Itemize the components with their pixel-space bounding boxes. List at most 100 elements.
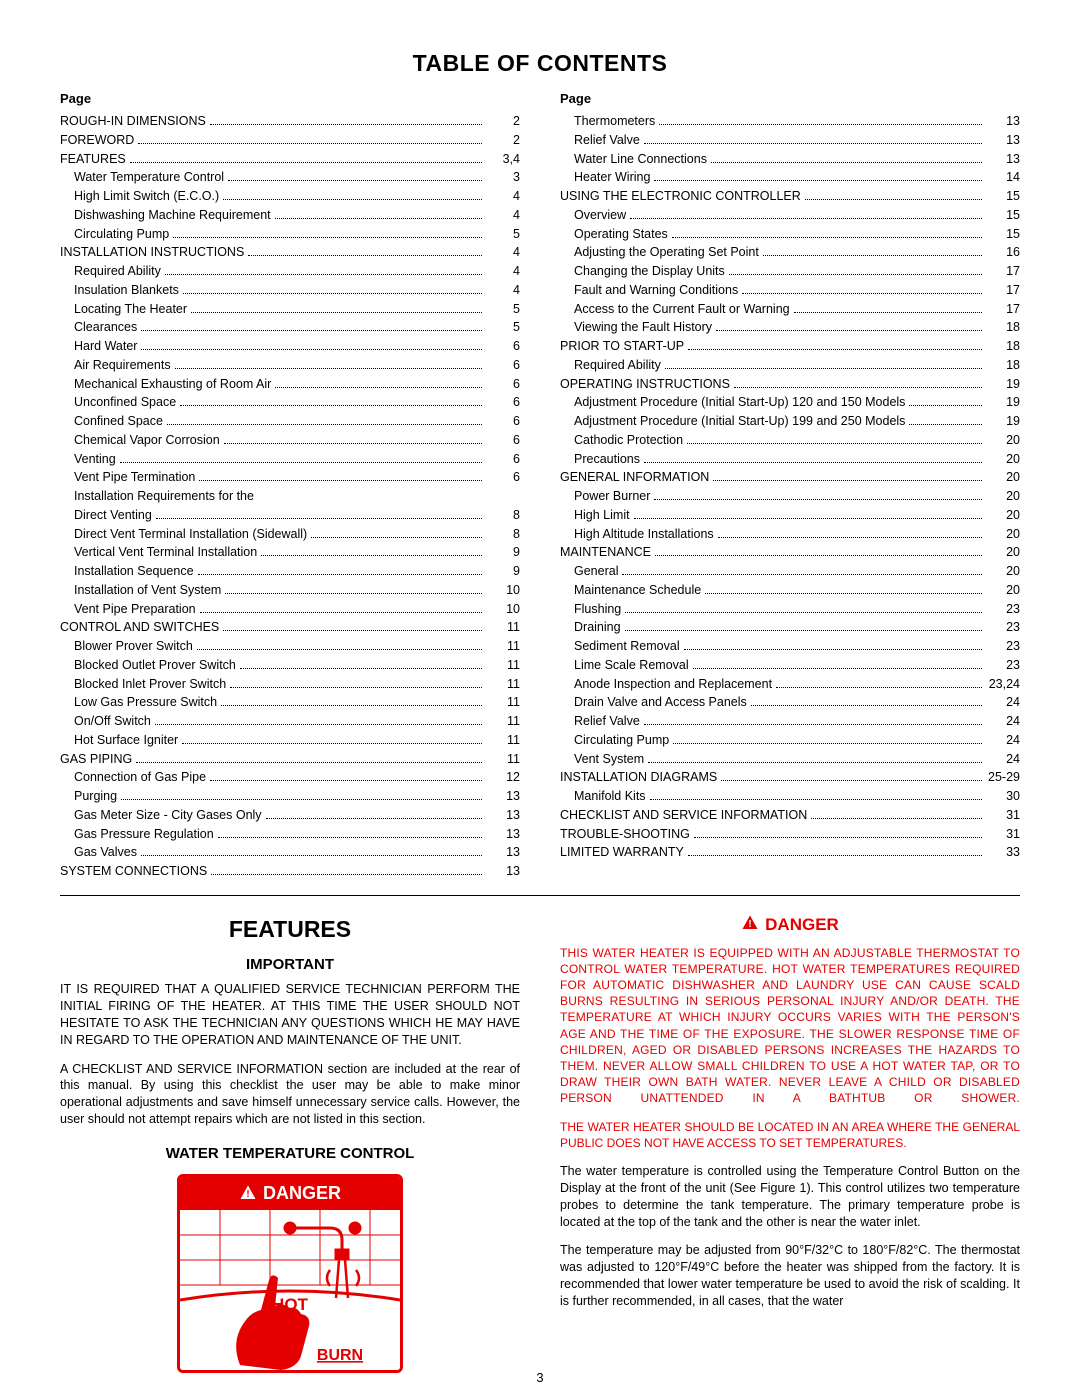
toc-row: Manifold Kits30 [560, 787, 1020, 806]
toc-leader-dots [654, 180, 982, 181]
toc-entry-page: 24 [986, 731, 1020, 750]
toc-leader-dots [716, 330, 982, 331]
toc-entry-label: MAINTENANCE [560, 543, 651, 562]
section-divider [60, 895, 1020, 896]
toc-entry-page: 24 [986, 750, 1020, 769]
toc-entry-page: 23 [986, 600, 1020, 619]
toc-row: SYSTEM CONNECTIONS13 [60, 862, 520, 881]
toc-entry-label: INSTALLATION INSTRUCTIONS [60, 243, 244, 262]
features-col-right: ! DANGER THIS WATER HEATER IS EQUIPPED W… [560, 914, 1020, 1373]
toc-row: Circulating Pump 24 [560, 731, 1020, 750]
toc-entry-page: 23,24 [986, 675, 1020, 694]
toc-entry-page: 2 [486, 131, 520, 150]
toc-list-left: ROUGH-IN DIMENSIONS2FOREWORD2FEATURES3,4… [60, 112, 520, 881]
toc-row: Chemical Vapor Corrosion6 [60, 431, 520, 450]
features-section: FEATURES IMPORTANT IT IS REQUIRED THAT A… [60, 914, 1020, 1373]
toc-entry-label: Access to the Current Fault or Warning [560, 300, 790, 319]
toc-entry-label: Direct Venting [60, 506, 152, 525]
toc-leader-dots [742, 293, 982, 294]
toc-entry-page: 6 [486, 375, 520, 394]
toc-entry-page: 20 [986, 543, 1020, 562]
toc-row: FEATURES3,4 [60, 150, 520, 169]
toc-row: Draining23 [560, 618, 1020, 637]
toc-entry-label: Gas Meter Size - City Gases Only [60, 806, 262, 825]
toc-entry-page: 31 [986, 806, 1020, 825]
toc-leader-dots [622, 574, 982, 575]
toc-leader-dots [156, 518, 482, 519]
toc-row: Vent System 24 [560, 750, 1020, 769]
toc-row: General20 [560, 562, 1020, 581]
toc-row: Relief Valve 24 [560, 712, 1020, 731]
features-col-left: FEATURES IMPORTANT IT IS REQUIRED THAT A… [60, 914, 520, 1373]
toc-row: ROUGH-IN DIMENSIONS2 [60, 112, 520, 131]
toc-row: Heater Wiring14 [560, 168, 1020, 187]
toc-entry-page: 18 [986, 337, 1020, 356]
toc-leader-dots [141, 855, 482, 856]
toc-leader-dots [224, 443, 482, 444]
danger-heading: ! DANGER [560, 914, 1020, 937]
toc-leader-dots [130, 162, 482, 163]
toc-entry-page: 4 [486, 281, 520, 300]
scald-hazard-illustration: HOT BURN [180, 1210, 400, 1370]
toc-row: Clearances5 [60, 318, 520, 337]
danger-label-header: ! DANGER [180, 1177, 400, 1209]
toc-row: Adjustment Procedure (Initial Start-Up) … [560, 412, 1020, 431]
toc-entry-label: Circulating Pump [560, 731, 669, 750]
toc-row: Precautions20 [560, 450, 1020, 469]
toc-entry-page: 13 [486, 862, 520, 881]
toc-leader-dots [248, 255, 482, 256]
toc-leader-dots [711, 162, 982, 163]
toc-entry-label: Gas Pressure Regulation [60, 825, 214, 844]
toc-entry-page: 24 [986, 712, 1020, 731]
toc-entry-page: 11 [486, 618, 520, 637]
toc-entry-page: 9 [486, 543, 520, 562]
toc-entry-page: 17 [986, 300, 1020, 319]
important-paragraph-1: IT IS REQUIRED THAT A QUALIFIED SERVICE … [60, 981, 520, 1049]
toc-row: Hard Water6 [60, 337, 520, 356]
body-paragraph-2: The temperature may be adjusted from 90°… [560, 1242, 1020, 1310]
toc-leader-dots [650, 799, 982, 800]
toc-leader-dots [654, 499, 982, 500]
toc-entry-label: Clearances [60, 318, 137, 337]
toc-leader-dots [155, 724, 482, 725]
toc-leader-dots [183, 293, 482, 294]
toc-entry-label: Installation of Vent System [60, 581, 221, 600]
toc-entry-page: 25-29 [986, 768, 1020, 787]
toc-row: Blocked Outlet Prover Switch11 [60, 656, 520, 675]
hot-word: HOT [272, 1295, 309, 1314]
toc-entry-page: 4 [486, 206, 520, 225]
toc-row: Water Line Connections13 [560, 150, 1020, 169]
toc-entry-label: Adjustment Procedure (Initial Start-Up) … [560, 412, 905, 431]
danger-label-word: DANGER [263, 1181, 341, 1205]
toc-entry-page: 4 [486, 262, 520, 281]
toc-entry-label: Connection of Gas Pipe [60, 768, 206, 787]
toc-entry-label: Vertical Vent Terminal Installation [60, 543, 257, 562]
toc-entry-label: Vent System [560, 750, 644, 769]
toc-entry-label: Relief Valve [560, 712, 640, 731]
toc-entry-page: 14 [986, 168, 1020, 187]
toc-leader-dots [659, 124, 982, 125]
toc-row: Fault and Warning Conditions17 [560, 281, 1020, 300]
toc-entry-label: Circulating Pump [60, 225, 169, 244]
toc-row: Hot Surface Igniter11 [60, 731, 520, 750]
toc-entry-page: 15 [986, 206, 1020, 225]
toc-leader-dots [228, 180, 482, 181]
toc-entry-page: 11 [486, 637, 520, 656]
toc-entry-label: Cathodic Protection [560, 431, 683, 450]
toc-entry-label: Purging [60, 787, 117, 806]
toc-entry-label: General [560, 562, 618, 581]
toc-leader-dots [311, 537, 482, 538]
toc-row: FOREWORD2 [60, 131, 520, 150]
toc-leader-dots [198, 574, 482, 575]
toc-leader-dots [141, 349, 482, 350]
toc-row: Water Temperature Control3 [60, 168, 520, 187]
toc-entry-label: Air Requirements [60, 356, 171, 375]
toc-entry-label: Power Burner [560, 487, 650, 506]
toc-entry-label: Required Ability [60, 262, 161, 281]
toc-entry-page: 2 [486, 112, 520, 131]
toc-entry-label: Blower Prover Switch [60, 637, 193, 656]
toc-leader-dots [625, 630, 982, 631]
toc-leader-dots [197, 649, 482, 650]
toc-leader-dots [751, 705, 982, 706]
toc-entry-page: 13 [486, 843, 520, 862]
